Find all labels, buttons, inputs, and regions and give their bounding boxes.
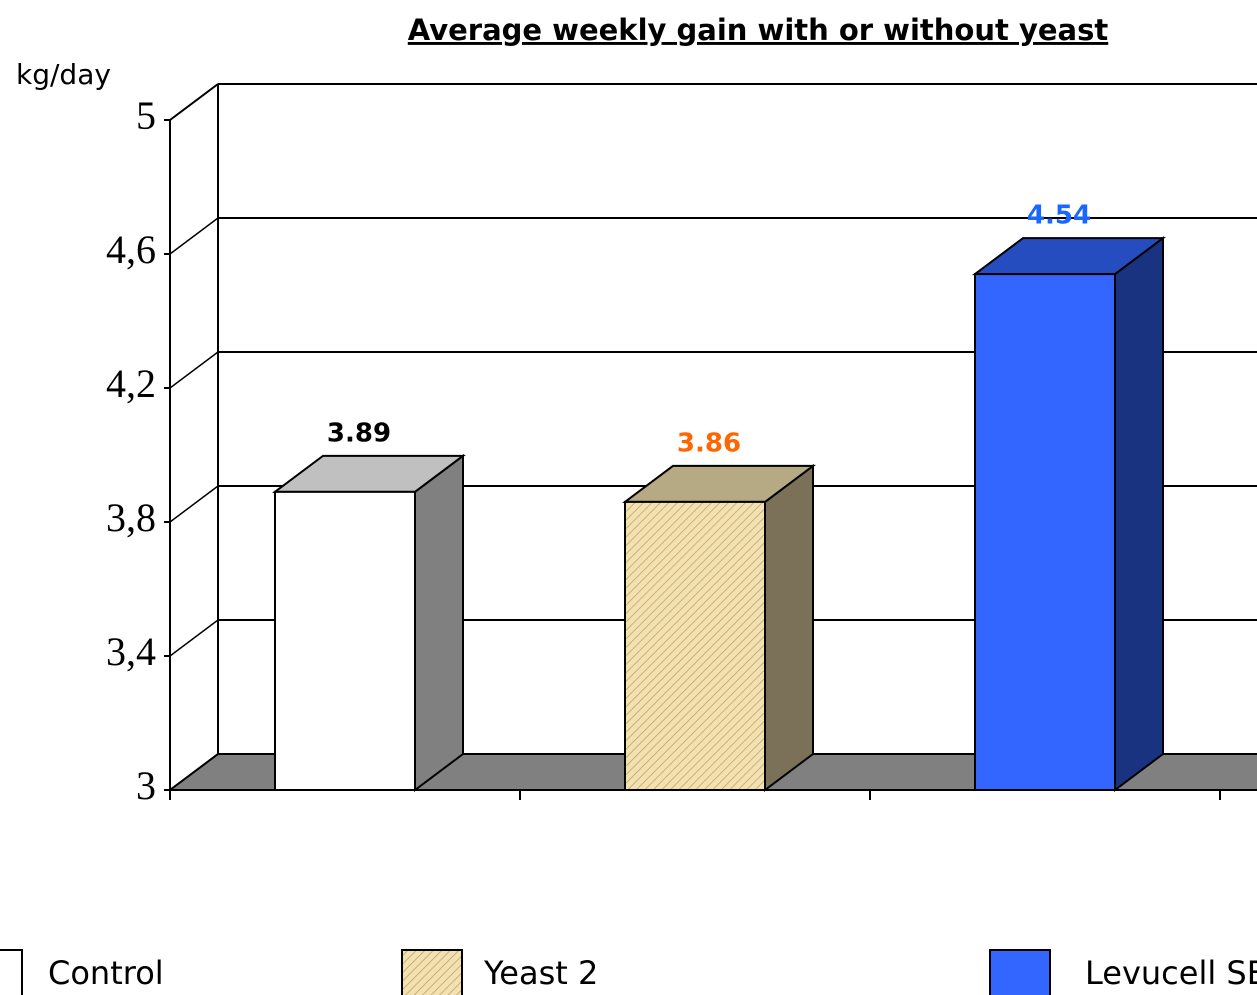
legend-label: Control xyxy=(48,954,164,992)
legend-swatch xyxy=(0,949,23,995)
grid-line-side xyxy=(169,83,219,121)
legend-label: Levucell SB xyxy=(1085,954,1257,992)
y-tick-label: 3 xyxy=(136,763,156,808)
legend-swatch xyxy=(989,949,1051,995)
y-tick-label: 5 xyxy=(136,93,156,138)
y-axis-label: kg/day xyxy=(16,58,111,91)
bar-side xyxy=(414,453,464,792)
value-label: 3.86 xyxy=(677,428,741,458)
grid-line-side xyxy=(169,351,219,389)
chart-title: Average weekly gain with or without yeas… xyxy=(408,13,1109,47)
y-tick-label: 4,2 xyxy=(106,361,156,406)
value-label: 4.54 xyxy=(1027,201,1091,231)
bar-side xyxy=(764,463,814,792)
y-tick-label: 4,6 xyxy=(106,227,156,272)
grid-line-side xyxy=(169,217,219,255)
value-label: 3.89 xyxy=(327,418,391,448)
y-tick-label: 3,8 xyxy=(106,495,156,540)
bar xyxy=(274,490,416,791)
legend-label: Yeast 2 xyxy=(483,954,598,992)
grid-line-side xyxy=(169,753,219,791)
y-tick-label: 3,4 xyxy=(106,629,156,674)
bar xyxy=(624,500,766,791)
legend-swatch xyxy=(401,949,463,995)
bar-side xyxy=(1114,236,1164,792)
grid-line-side xyxy=(169,619,219,657)
bar xyxy=(974,273,1116,792)
grid-line-side xyxy=(169,485,219,523)
